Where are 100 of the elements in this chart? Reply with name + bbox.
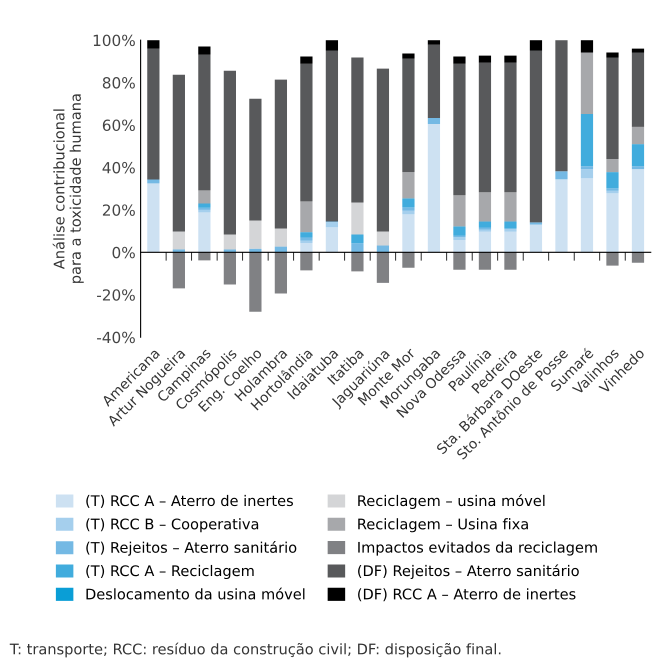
bar	[147, 180, 160, 184]
legend-label: (T) RCC A – Aterro de inertes	[86, 494, 293, 508]
bar	[147, 183, 160, 252]
bar	[172, 74, 185, 232]
legend-label: (T) Rejeitos – Aterro sanitário	[86, 541, 296, 556]
bar	[249, 252, 262, 312]
bar	[376, 68, 390, 232]
bar	[478, 232, 492, 252]
bar	[326, 227, 338, 252]
bar	[147, 48, 160, 180]
bar	[326, 50, 338, 222]
bar	[376, 232, 390, 246]
bar	[402, 198, 415, 208]
legend-label: (T) RCC A – Reciclagem	[86, 564, 254, 580]
bar	[198, 210, 210, 212]
bar	[428, 124, 440, 252]
bar	[606, 159, 619, 172]
bar	[478, 56, 492, 63]
bar	[504, 56, 517, 63]
bar	[224, 252, 236, 285]
bar	[530, 222, 542, 225]
bar	[198, 190, 210, 204]
bar	[606, 172, 619, 188]
bar	[224, 70, 236, 234]
bar	[172, 252, 185, 288]
bar	[351, 234, 364, 244]
bar	[402, 58, 415, 172]
bar	[555, 179, 568, 252]
bar	[632, 52, 644, 127]
bar	[453, 64, 466, 196]
bar	[555, 40, 568, 172]
bar	[300, 64, 313, 202]
legend-label: (DF) Rejeitos – Aterro sanitário	[358, 564, 579, 580]
bar	[530, 40, 542, 51]
bar	[300, 243, 313, 252]
bar	[632, 166, 644, 170]
bar	[274, 80, 288, 229]
bar	[453, 240, 466, 252]
bar	[274, 228, 288, 247]
legend-label: Deslocamento da usina móvel	[86, 588, 304, 600]
y-tick-label: 100%	[94, 34, 135, 46]
legend-label: (T) RCC B – Cooperativa	[86, 518, 258, 532]
bar	[198, 204, 210, 208]
bar	[478, 222, 492, 228]
bar	[453, 237, 466, 240]
bar	[428, 44, 440, 118]
bar	[504, 232, 517, 252]
y-tick-label: 20%	[102, 204, 135, 216]
bar	[172, 232, 185, 250]
bar	[606, 52, 619, 58]
bar	[504, 222, 517, 229]
bar	[402, 172, 415, 198]
bar	[580, 178, 594, 252]
bar	[351, 252, 364, 272]
bar	[249, 98, 262, 220]
bar	[300, 252, 313, 270]
bar	[453, 195, 466, 226]
bar	[198, 212, 210, 252]
bar	[504, 252, 517, 270]
y-tick-label: 40%	[102, 162, 135, 174]
bar	[376, 246, 390, 252]
bar	[632, 144, 644, 166]
bar	[428, 118, 440, 124]
bar	[224, 234, 236, 250]
bar	[351, 243, 364, 252]
bar	[632, 252, 644, 263]
bar	[249, 248, 262, 252]
bar	[453, 56, 466, 64]
bar	[632, 169, 644, 252]
bar	[580, 169, 594, 178]
y-tick-label: 60%	[102, 119, 135, 132]
bar	[504, 192, 517, 222]
bar	[198, 252, 210, 260]
bar	[249, 220, 262, 249]
bar	[555, 171, 568, 180]
bar	[478, 227, 492, 230]
bar	[198, 54, 210, 190]
bar	[606, 252, 619, 266]
bar	[606, 58, 619, 160]
bar	[376, 252, 390, 283]
bar	[300, 56, 313, 64]
bar	[326, 222, 338, 228]
text: T: transporte; RCC: resíduo da construção civil; DF: disposição final.	[10, 642, 500, 658]
y-tick-label: -20%	[97, 289, 135, 301]
bar	[402, 214, 415, 252]
bar	[606, 193, 619, 252]
bar	[580, 114, 594, 166]
bar	[504, 62, 517, 192]
legend-label: Reciclagem – usina móvel	[358, 494, 544, 509]
bar	[478, 62, 492, 192]
y-axis-title: Análise contribucional para a toxicidade humana	[52, 94, 84, 283]
bar	[530, 50, 542, 222]
bar	[172, 250, 185, 252]
bar	[453, 226, 466, 236]
bar	[402, 207, 415, 211]
bar	[580, 40, 594, 52]
bar	[632, 48, 644, 52]
bar	[402, 252, 415, 268]
bar	[351, 58, 364, 202]
bar	[478, 252, 492, 270]
